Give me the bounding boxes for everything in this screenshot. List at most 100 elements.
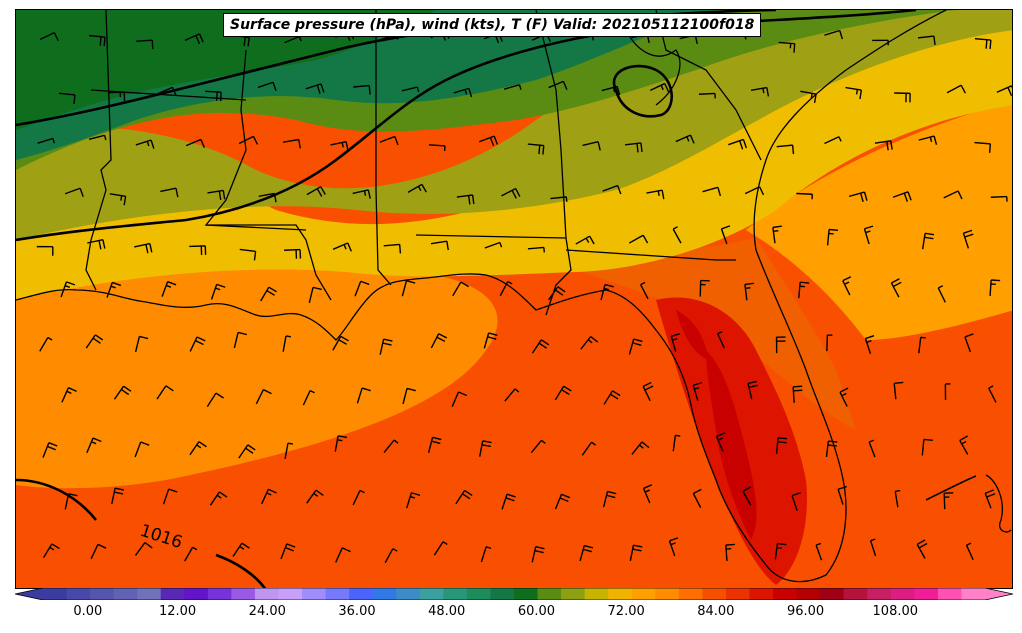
wind-barbs (36, 29, 1012, 564)
wind-barb (36, 245, 54, 256)
wind-barb (184, 546, 198, 562)
wind-barb (306, 186, 326, 197)
wind-barb (842, 276, 852, 296)
temp-fill-green-dark (16, 10, 436, 130)
colorbar-tick-label: 108.00 (872, 604, 919, 619)
wind-barb (108, 91, 126, 102)
colorbar-segment (184, 588, 209, 600)
wind-barb (554, 385, 572, 401)
wind-barb (455, 489, 473, 505)
wind-barb (575, 235, 595, 245)
wind-barb (134, 242, 153, 254)
colorbar-tick-label: 96.00 (786, 604, 825, 619)
wind-barb (61, 387, 77, 403)
wind-barb (646, 189, 665, 200)
wind-barb (670, 333, 681, 352)
wind-barb (848, 191, 868, 202)
wind-barb (699, 279, 710, 297)
wind-barb (640, 281, 649, 300)
colorbar-tick-label: 24.00 (248, 604, 286, 619)
wind-barb (839, 387, 849, 407)
wind-barb (600, 283, 614, 301)
wind-barb (503, 84, 522, 90)
map-panel: 1016 (15, 9, 1013, 589)
colorbar-segment (796, 588, 821, 600)
wind-barb (815, 542, 823, 561)
wind-barb (778, 41, 796, 53)
wind-barb (379, 135, 399, 146)
wind-barb (675, 134, 695, 144)
map-title: Surface pressure (hPa), wind (kts), T (F… (223, 13, 762, 37)
colorbar-segment (749, 588, 774, 600)
colorbar-segment (396, 588, 421, 600)
wind-barb (58, 92, 76, 105)
wind-barb (715, 432, 726, 452)
wind-barb (356, 387, 371, 404)
colorbar-extension-high (985, 588, 1013, 600)
wind-barb (113, 385, 132, 400)
wind-barb (90, 543, 107, 560)
wind-barb (937, 285, 946, 303)
wind-barb (642, 484, 653, 504)
colorbar-segment (867, 588, 892, 600)
colorbar-segment (702, 588, 727, 600)
colorbar-segment (349, 588, 374, 600)
colorbar-tick-label: 12.00 (158, 604, 197, 619)
wind-barb (189, 245, 207, 256)
colorbar-segment (466, 588, 491, 600)
wind-barb (284, 442, 294, 460)
wind-barb (332, 242, 352, 252)
colorbar-segment (655, 588, 680, 600)
wind-barb (530, 439, 546, 454)
wind-barb (353, 84, 371, 95)
wind-barb (209, 491, 228, 506)
wind-barb (135, 139, 155, 149)
isobar-closed-contour (612, 64, 673, 118)
wind-barb (207, 189, 226, 201)
wind-barb (210, 283, 226, 300)
wind-barb (280, 543, 296, 560)
colorbar-segment (820, 588, 845, 600)
wind-barb (427, 436, 442, 453)
isobar-sw (16, 478, 98, 521)
wind-barb (238, 444, 256, 459)
wind-barb (974, 37, 992, 50)
wind-barb (379, 338, 393, 355)
wind-barb (456, 194, 475, 205)
colorbar-segment (961, 588, 986, 600)
wind-barb (698, 92, 716, 99)
wind-barb (744, 282, 754, 301)
wind-barb (37, 137, 56, 144)
wind-barb (484, 241, 503, 249)
colorbar-tick-label: 60.00 (517, 604, 556, 619)
wind-barb (332, 335, 349, 351)
wind-barb (628, 234, 649, 244)
wind-barb (305, 83, 325, 94)
wind-barb (989, 279, 1001, 297)
wind-barb (261, 488, 277, 505)
wind-barb (845, 86, 863, 100)
wind-barb (64, 493, 78, 510)
wind-barb (579, 544, 594, 562)
wind-barb (894, 92, 911, 103)
wind-barb (39, 336, 53, 352)
wind-barb (257, 81, 277, 92)
colorbar-segment (325, 588, 350, 600)
wind-barb (330, 140, 349, 151)
colorbar-segment (372, 588, 397, 600)
wind-barb (728, 138, 748, 150)
wind-barb (916, 539, 928, 559)
colorbar-segment (443, 588, 468, 600)
colorbar-segment (113, 588, 138, 600)
wind-barb (892, 191, 912, 202)
wind-barb (453, 87, 473, 98)
wind-barb (238, 135, 259, 145)
wind-barb (984, 489, 996, 509)
wind-barb (720, 225, 731, 245)
wind-barb (894, 489, 901, 508)
wind-barb (260, 286, 277, 302)
wind-barb (184, 33, 204, 45)
wind-barb (629, 544, 643, 562)
temp-fill-bigbend-darkred (676, 310, 708, 360)
wind-barb (406, 492, 421, 509)
